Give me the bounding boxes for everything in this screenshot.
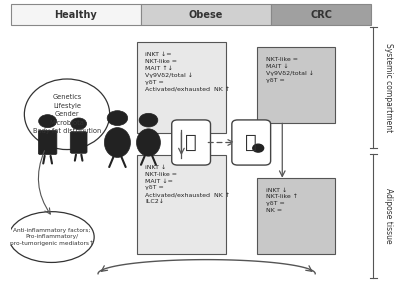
Circle shape	[253, 144, 264, 152]
Circle shape	[39, 115, 56, 128]
FancyBboxPatch shape	[11, 4, 141, 25]
Circle shape	[71, 118, 86, 129]
FancyBboxPatch shape	[172, 120, 210, 165]
Text: Systemic compartment: Systemic compartment	[384, 43, 394, 132]
FancyBboxPatch shape	[38, 131, 57, 154]
FancyBboxPatch shape	[70, 132, 87, 153]
Text: Anti-inflammatory factors;
Pro-inflammatory/
pro-tumorigenic mediators↑: Anti-inflammatory factors; Pro-inflammat…	[10, 228, 94, 247]
FancyBboxPatch shape	[257, 47, 335, 123]
Text: Genetics
Lifestyle
Gender
Microbiota
Body fat distribution: Genetics Lifestyle Gender Microbiota Bod…	[33, 94, 101, 134]
Text: Adipose tissue: Adipose tissue	[384, 188, 394, 244]
FancyBboxPatch shape	[141, 4, 271, 25]
Text: ⌓: ⌓	[245, 133, 257, 152]
FancyBboxPatch shape	[257, 178, 335, 254]
Ellipse shape	[9, 212, 94, 262]
Ellipse shape	[136, 129, 160, 156]
FancyBboxPatch shape	[232, 120, 271, 165]
Text: ⌓: ⌓	[185, 133, 197, 152]
Text: CRC: CRC	[310, 10, 332, 20]
Text: Obese: Obese	[188, 10, 223, 20]
Text: iNKT ↓
NKT-like =
MAIT ↓=
γδT =
Activated/exhausted  NK ↑
ILC2↓: iNKT ↓ NKT-like = MAIT ↓= γδT = Activate…	[145, 165, 230, 204]
Ellipse shape	[24, 79, 110, 150]
Circle shape	[107, 111, 128, 126]
FancyBboxPatch shape	[271, 4, 372, 25]
Text: iNKT ↓=
NKT-like =
MAIT ↑↓
Vγ9Vδ2/total ↓
γδT =
Activated/exhausted  NK ↑: iNKT ↓= NKT-like = MAIT ↑↓ Vγ9Vδ2/total …	[145, 52, 230, 92]
FancyBboxPatch shape	[137, 42, 226, 133]
FancyBboxPatch shape	[137, 155, 226, 254]
Text: NKT-like =
MAIT ↓
Vγ9Vδ2/total ↓
γδT =: NKT-like = MAIT ↓ Vγ9Vδ2/total ↓ γδT =	[266, 57, 314, 83]
Text: Healthy: Healthy	[54, 10, 97, 20]
Text: iNKT ↓
NKT-like ↑
γδT =
NK =: iNKT ↓ NKT-like ↑ γδT = NK =	[266, 188, 298, 213]
Circle shape	[139, 113, 158, 127]
Ellipse shape	[104, 128, 130, 157]
